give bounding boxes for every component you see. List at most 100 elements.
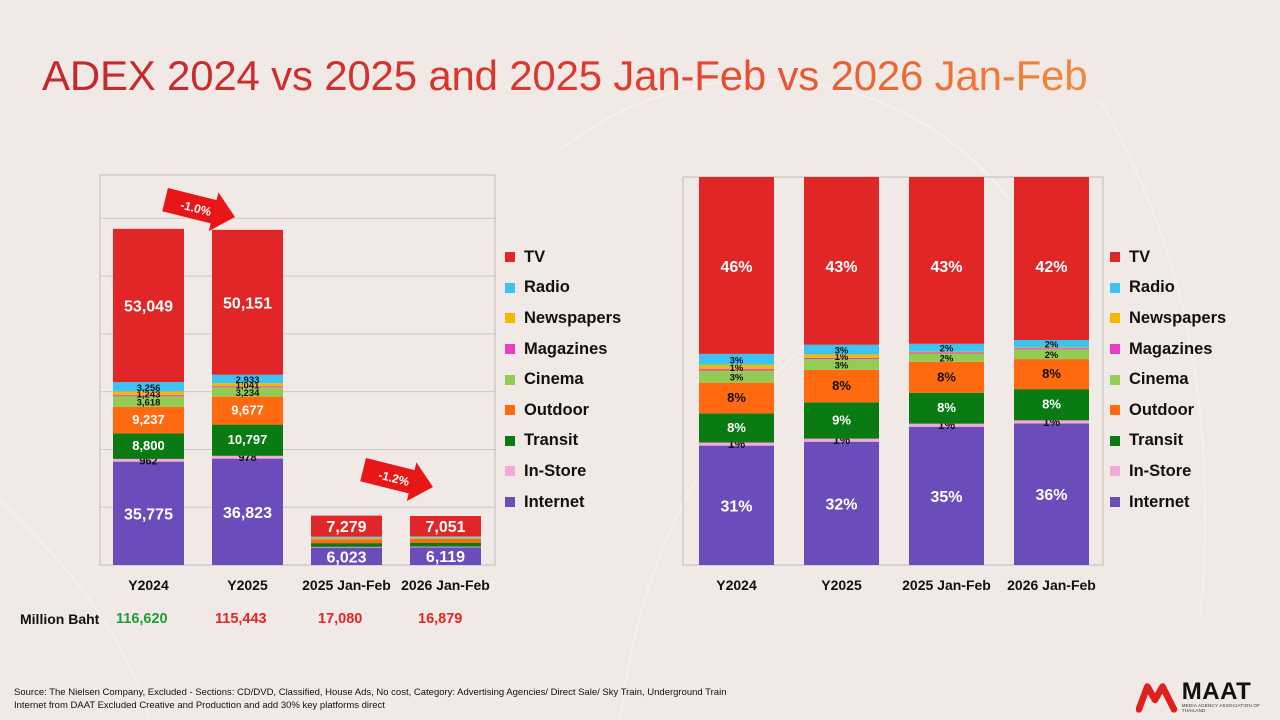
maat-logo-icon [1136,683,1178,713]
bar-radio-y2024 [113,382,184,392]
legend-swatch [505,313,515,324]
pct-bar-internet-2025-jan-feb [909,426,984,565]
legend-swatch [1110,405,1120,416]
pct-label-internet: 35% [930,489,962,506]
pct-bar-transit-2026-jan-feb [1014,389,1089,421]
legend-label: Cinema [524,370,584,389]
bar-cinema-2026-jan-feb [410,537,481,539]
bar-tv-y2024 [113,228,184,383]
legend-swatch [1110,497,1120,508]
pct-bar-magazines-2026-jan-feb [1014,348,1089,350]
legend-label: Transit [1129,431,1184,450]
pct-bar-stack-2025-jan-feb: 35%1%8%8%2%2%43% [909,177,984,565]
bar-outdoor-2025-jan-feb [311,539,382,544]
bar-stack-2025-jan-feb: 6,023 7,279 [311,515,382,566]
legend-item-tv: TV [505,242,621,273]
pct-bar-stack-2026-jan-feb: 36%1%8%8%2%2%42% [1014,177,1089,565]
legend-item-transit: Transit [1110,426,1226,457]
legend-swatch [505,282,515,293]
pct-label-radio: 3% [835,346,849,357]
legend-swatch [1110,435,1120,446]
bar-transit-2026-jan-feb [410,542,481,547]
bar-outdoor-2026-jan-feb [410,538,481,543]
legend-label: Internet [1129,492,1190,511]
total-2025-jan-feb: 17,080 [318,611,363,627]
bar-tv-2026-jan-feb [410,515,481,537]
data-label-transit: 8,800 [132,438,165,453]
pct-bar-in-store-y2025 [804,438,879,442]
legend-swatch [505,466,515,477]
pct-label-tv: 46% [720,259,752,276]
x-tick-label: Y2025 [227,577,268,593]
pct-bar-newspapers-2025-jan-feb [909,351,984,353]
pct-label-internet: 36% [1035,487,1067,504]
pct-label-outdoor: 8% [832,378,851,393]
legend-label: Internet [524,492,585,511]
data-label-internet: 6,023 [326,549,366,566]
legend-label: Radio [524,278,570,297]
pct-bar-tv-2026-jan-feb [1014,177,1089,340]
bar-cinema-2025-jan-feb [311,538,382,540]
legend-absolute: TV Radio Newspapers Magazines Cinema Outdoor T… [505,242,621,517]
legend-label: Cinema [1129,370,1189,389]
data-label-internet: 35,775 [124,506,173,523]
legend-label: Magazines [1129,339,1213,358]
pct-bar-in-store-2025-jan-feb [909,423,984,427]
bar-internet-y2025 [212,458,283,565]
legend-label: Magazines [524,339,608,358]
bar-outdoor-y2024 [113,406,184,434]
pct-bar-tv-y2025 [804,177,879,345]
bar-radio-2026-jan-feb [410,536,481,538]
pct-bar-tv-y2024 [699,177,774,354]
legend-item-tv: TV [1110,242,1226,273]
legend-item-radio: Radio [1110,273,1226,304]
bar-radio-2025-jan-feb [311,536,382,538]
pct-bar-cinema-y2025 [804,359,879,370]
data-label-radio: 3,256 [137,383,161,394]
pct-bar-magazines-y2024 [699,369,774,371]
legend-item-internet: Internet [1110,487,1226,518]
x-tick-label: Y2024 [716,577,757,593]
pct-label-internet: 31% [720,498,752,515]
legend-label: In-Store [1129,461,1192,480]
bar-magazines-y2024 [113,395,184,397]
pct-label-radio: 2% [1045,340,1059,351]
data-label-cinema: 3,234 [236,388,260,399]
pct-label-outdoor: 8% [1042,366,1061,381]
legend-label: Newspapers [524,308,622,327]
pct-bar-transit-y2024 [699,413,774,443]
bar-newspapers-y2025 [212,383,283,387]
pct-label-newspapers: 1% [730,363,744,374]
data-label-newspapers: 1,041 [236,381,260,392]
bar-in-store-y2025 [212,455,283,459]
pct-bar-outdoor-2025-jan-feb [909,361,984,393]
trend-arrow-shape [162,188,235,232]
logo-subtitle: MEDIA AGENCY ASSOCIATION OF THAILAND [1181,703,1261,713]
bar-cinema-y2025 [212,387,283,397]
pct-label-newspapers: 1% [835,352,849,363]
pct-bar-tv-2025-jan-feb [909,177,984,344]
pct-label-cinema: 3% [835,360,849,371]
pct-label-outdoor: 8% [937,369,956,384]
pct-label-radio: 3% [730,355,744,366]
bar-tv-y2025 [212,229,283,375]
x-tick-label: 2025 Jan-Feb [302,577,391,593]
legend-item-magazines: Magazines [1110,334,1226,365]
legend-label: Transit [524,431,579,450]
footnote-line: Source: The Nielsen Company, Excluded - … [14,687,727,698]
legend-item-in-store: In-Store [505,456,621,487]
legend-swatch [505,435,515,446]
data-label-tv: 7,279 [326,519,366,536]
legend-swatch [505,405,515,416]
legend-label: TV [524,247,546,266]
pct-label-transit: 8% [727,420,746,435]
pct-bar-radio-2025-jan-feb [909,343,984,352]
data-label-transit: 10,797 [228,432,268,447]
legend-percent: TV Radio Newspapers Magazines Cinema Outdoor T… [1110,242,1226,517]
trend-arrow-shape [360,458,433,502]
pct-bar-cinema-2026-jan-feb [1014,349,1089,360]
legend-label: TV [1129,247,1151,266]
pct-bar-in-store-y2024 [699,442,774,446]
